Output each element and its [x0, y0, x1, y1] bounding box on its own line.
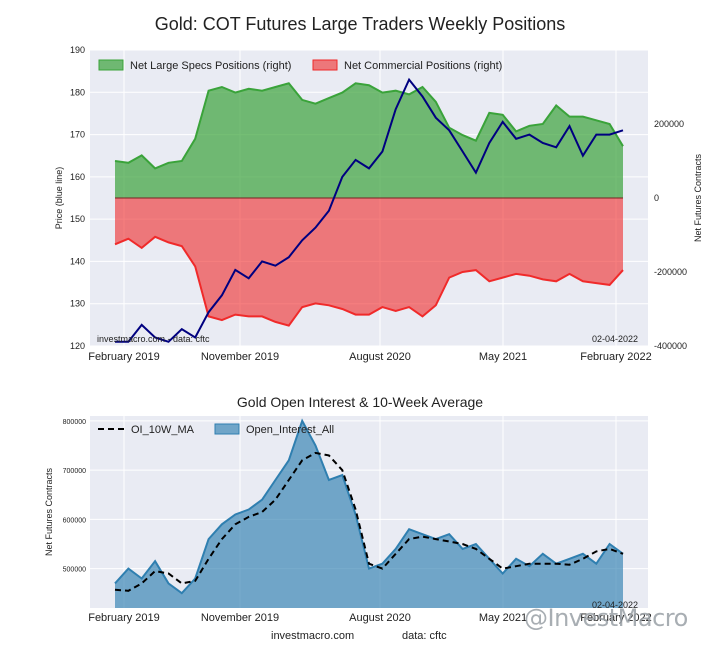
y-tick-label-left: 160: [70, 172, 85, 182]
chart-title: Gold: COT Futures Large Traders Weekly P…: [154, 14, 566, 34]
y-tick-label-right: -200000: [654, 267, 687, 277]
y-tick-label-left: 130: [70, 299, 85, 309]
y-axis-label-right: Net Futures Contracts: [693, 153, 703, 242]
x-tick-label: February 2022: [580, 612, 652, 624]
footer-source: data: cftc: [402, 630, 447, 642]
y-tick-label-left: 140: [70, 256, 85, 266]
x-tick-label: February 2022: [580, 351, 652, 363]
commercial-line: [114, 235, 624, 327]
oi-line: [114, 418, 624, 595]
y-axis-label: Net Futures Contracts: [44, 467, 54, 556]
x-tick-label: November 2019: [201, 612, 279, 624]
specs-line: [114, 82, 624, 170]
price-line: [115, 77, 624, 343]
y-tick-label: 600000: [63, 517, 86, 524]
legend-swatch-commercial: [312, 59, 338, 71]
y-tick-label-left: 170: [70, 130, 85, 140]
y-tick-label-right: 200000: [654, 119, 684, 129]
y-tick-label-left: 120: [70, 341, 85, 351]
oi-chart-title: Gold Open Interest & 10-Week Average: [236, 394, 484, 410]
cot-positions-chart: 120130140150160170180190-400000-20000002…: [54, 45, 703, 363]
legend-label-commercial: Net Commercial Positions (right): [344, 60, 502, 72]
x-tick-label: May 2021: [479, 351, 527, 363]
y-tick-label: 500000: [63, 567, 86, 574]
y-tick-label: 700000: [63, 468, 86, 475]
y-axis-label-left: Price (blue line): [54, 167, 64, 230]
x-tick-label: February 2019: [88, 612, 160, 624]
commercial-area: [115, 198, 623, 326]
legend-label-specs: Net Large Specs Positions (right): [130, 60, 291, 72]
y-tick-label-right: 0: [654, 193, 659, 203]
y-tick-label-right: -400000: [654, 341, 687, 351]
y-tick-label-left: 180: [70, 87, 85, 97]
watermark: @InvestMacro: [524, 604, 688, 632]
legend-swatch-specs: [98, 59, 124, 71]
legend-label-ma: OI_10W_MA: [131, 424, 195, 436]
annotation-source: investmacro.com - data: cftc: [97, 334, 210, 344]
y-tick-label-left: 150: [70, 214, 85, 224]
annotation-date: 02-04-2022: [592, 600, 638, 610]
annotation-date: 02-04-2022: [592, 334, 638, 344]
x-tick-label: August 2020: [349, 351, 411, 363]
legend-label-oi: Open_Interest_All: [246, 424, 334, 436]
legend-swatch-oi: [214, 423, 240, 435]
x-tick-label: August 2020: [349, 612, 411, 624]
ma-line: [114, 451, 624, 592]
x-tick-label: February 2019: [88, 351, 160, 363]
footer-site: investmacro.com: [271, 630, 355, 642]
x-tick-label: November 2019: [201, 351, 279, 363]
oi-area: [115, 420, 623, 608]
specs-area: [115, 83, 623, 198]
y-tick-label-left: 190: [70, 45, 85, 55]
x-tick-label: May 2021: [479, 612, 527, 624]
y-tick-label: 800000: [63, 419, 86, 426]
